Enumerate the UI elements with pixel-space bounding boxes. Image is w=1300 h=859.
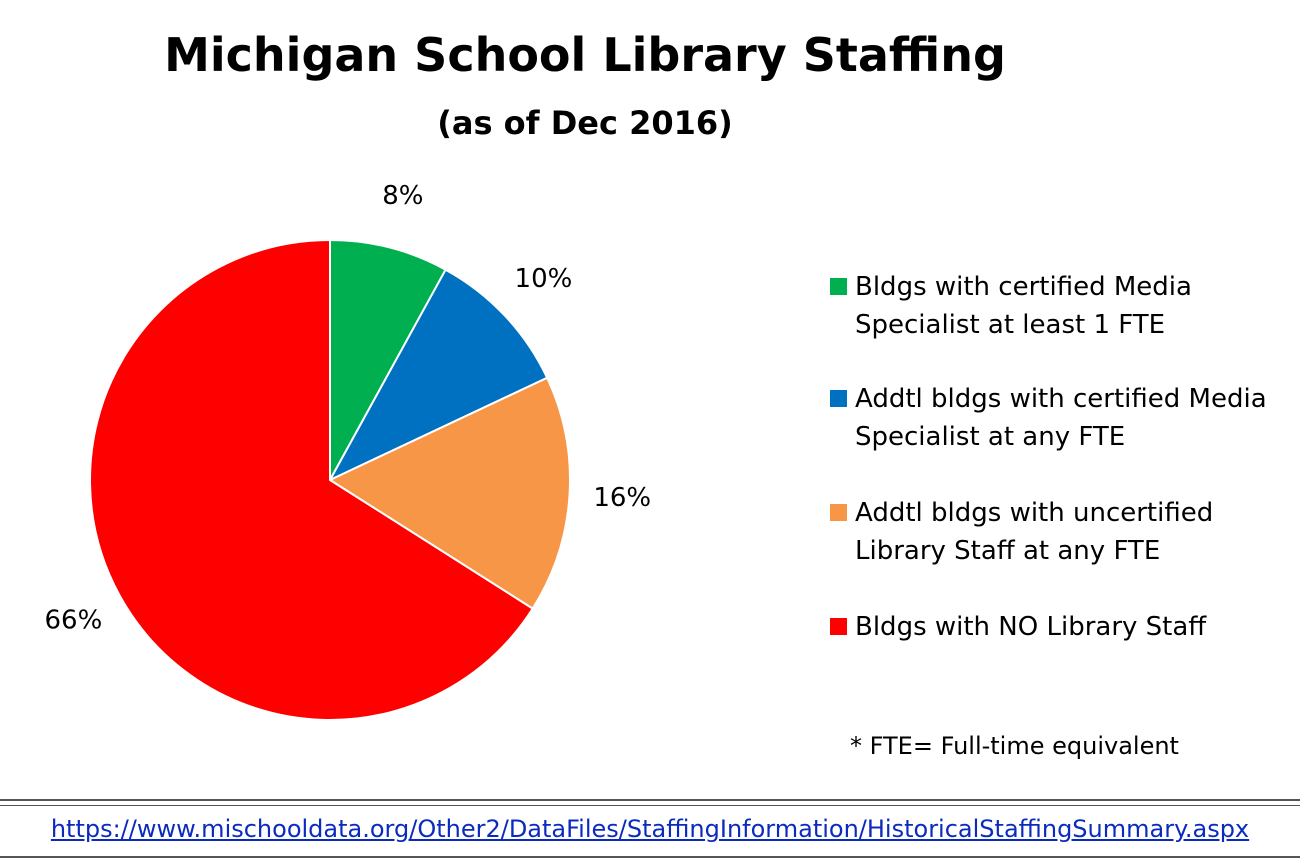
pie-slice bbox=[329, 238, 447, 481]
chart-subtitle: (as of Dec 2016) bbox=[437, 104, 733, 142]
divider bbox=[0, 799, 1300, 801]
pie-slice bbox=[327, 376, 571, 610]
legend-swatch bbox=[830, 504, 847, 521]
pie-slice bbox=[89, 238, 535, 721]
divider bbox=[0, 856, 1300, 858]
data-label: 8% bbox=[382, 181, 423, 211]
legend-swatch bbox=[830, 618, 847, 635]
legend-label: Bldgs with NO Library Staff bbox=[855, 612, 1207, 642]
data-label: 66% bbox=[45, 606, 103, 636]
data-label: 16% bbox=[593, 483, 651, 513]
pie-slice bbox=[327, 268, 549, 483]
legend-entry: Bldgs with certified Media Specialist at… bbox=[827, 268, 1277, 344]
legend-entry: Addtl bldgs with uncertified Library Sta… bbox=[827, 494, 1277, 570]
legend-entry: Addtl bldgs with certified Media Special… bbox=[827, 380, 1277, 456]
chart-title: Michigan School Library Staffing bbox=[164, 28, 1006, 82]
pie-chart: 8% 10% 16% 66% bbox=[45, 181, 651, 721]
divider bbox=[0, 805, 1300, 806]
legend-entry: Bldgs with NO Library Staff bbox=[827, 608, 1277, 646]
legend-label: Addtl bldgs with certified Media Special… bbox=[855, 384, 1267, 452]
legend-swatch bbox=[830, 390, 847, 407]
footnote: * FTE= Full-time equivalent bbox=[850, 732, 1179, 760]
legend-label: Addtl bldgs with uncertified Library Sta… bbox=[855, 498, 1214, 566]
legend-swatch bbox=[830, 278, 847, 295]
source-link[interactable]: https://www.mischooldata.org/Other2/Data… bbox=[50, 815, 1250, 843]
data-label: 10% bbox=[515, 264, 573, 294]
legend-label: Bldgs with certified Media Specialist at… bbox=[855, 272, 1192, 340]
